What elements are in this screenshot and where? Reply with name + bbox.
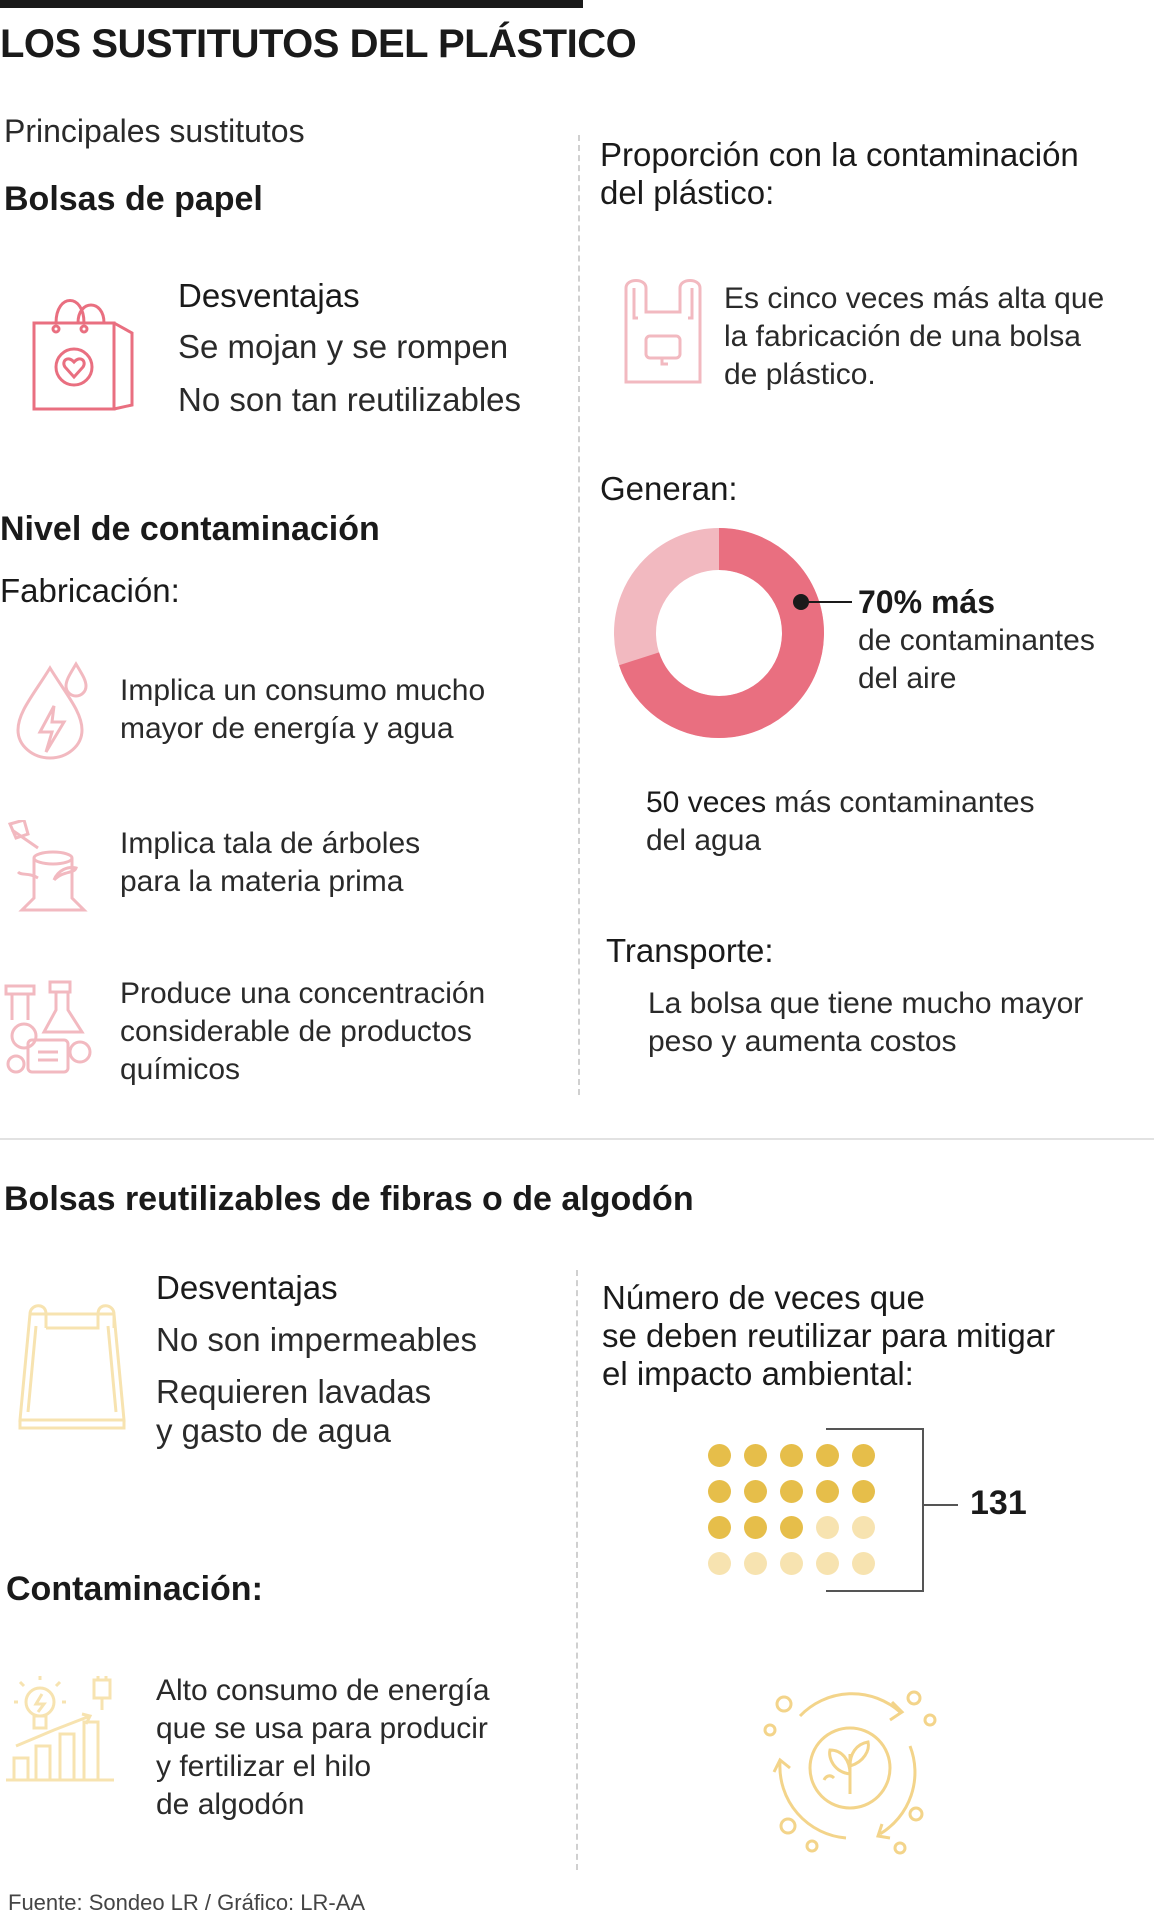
transport-text-line-1: La bolsa que tiene mucho mayor <box>648 987 1084 1020</box>
energy-factory-icon <box>4 1676 120 1786</box>
reusable-pollution-line-2: que se usa para producir <box>156 1712 488 1745</box>
tree-stump-axe-icon <box>8 820 98 915</box>
cotton-bag-icon <box>16 1300 128 1435</box>
proportion-text-line-1: Es cinco veces más alta que <box>724 282 1105 315</box>
donut-label-line-1: de contaminantes <box>858 624 1095 657</box>
impact-2-line-1: Implica tala de árboles <box>120 827 421 860</box>
water-pollution-line-1: 50 veces más contaminantes <box>646 784 1035 822</box>
reuse-dot-filled <box>780 1516 803 1539</box>
proportion-title-line-1: Proporción con la contaminación <box>600 136 1079 173</box>
reuse-dot-filled <box>780 1480 803 1503</box>
reuse-bracket <box>826 1428 924 1592</box>
reuse-value: 131 <box>970 1484 1027 1522</box>
reuse-dot-empty <box>816 1516 839 1539</box>
generate-title: Generan: <box>600 470 738 507</box>
chemicals-lab-icon <box>4 980 96 1075</box>
pollution-level-heading: Nivel de contaminación <box>0 510 380 548</box>
reuse-dot-empty <box>852 1516 875 1539</box>
reusable-pollution-line-1: Alto consumo de energía <box>156 1674 490 1707</box>
impact-3-line-2: considerable de productos <box>120 1015 472 1048</box>
air-pollution-donut <box>614 528 824 738</box>
reusable-pollution-title: Contaminación: <box>6 1570 263 1608</box>
impact-1-line-1: Implica un consumo mucho <box>120 674 486 707</box>
impact-3-line-3: químicos <box>120 1053 241 1086</box>
donut-label-line-2: del aire <box>858 662 957 695</box>
reusable-pollution-line-4: de algodón <box>156 1788 305 1821</box>
donut-annotation-dot <box>793 594 809 610</box>
reuse-bracket-line <box>924 1504 958 1506</box>
paper-heading: Bolsas de papel <box>4 180 263 218</box>
proportion-title-line-2: del plástico: <box>600 174 775 211</box>
reuse-dot-empty <box>744 1552 767 1575</box>
donut-annotation-line <box>808 601 852 603</box>
paper-bag-icon <box>28 285 138 415</box>
reusable-disadvantage-1: No son impermeables <box>156 1321 477 1358</box>
donut-main-arc <box>614 528 824 738</box>
reuse-dot-filled <box>852 1444 875 1467</box>
eco-cycle-icon <box>760 1676 940 1856</box>
reuse-dot-empty <box>780 1552 803 1575</box>
top-bar <box>0 0 583 8</box>
reuse-dot-filled <box>852 1480 875 1503</box>
reusable-pollution-line-3: y fertilizar el hilo <box>156 1750 372 1783</box>
reuse-title-line-1: Número de veces que <box>602 1279 925 1316</box>
impact-3-line-1: Produce una concentración <box>120 977 486 1010</box>
reuse-dot-empty <box>816 1552 839 1575</box>
subtitle: Principales sustitutos <box>4 113 305 149</box>
reuse-dot-filled <box>708 1480 731 1503</box>
source-note: Fuente: Sondeo LR / Gráfico: LR-AA <box>8 1890 366 1915</box>
manufacturing-heading: Fabricación: <box>0 572 180 609</box>
reuse-dot-grid <box>708 1444 888 1580</box>
impact-2-line-2: para la materia prima <box>120 865 404 898</box>
reuse-dot-filled <box>708 1444 731 1467</box>
reusable-disadvantage-3: y gasto de agua <box>156 1412 391 1449</box>
reuse-dot-filled <box>744 1480 767 1503</box>
section-divider <box>0 1138 1154 1140</box>
reuse-dot-filled <box>744 1444 767 1467</box>
plastic-bag-icon <box>620 278 706 390</box>
reusable-disadvantage-2: Requieren lavadas <box>156 1373 432 1410</box>
paper-disadvantage-1: Se mojan y se rompen <box>178 328 509 365</box>
reuse-dot-filled <box>708 1516 731 1539</box>
reuse-dot-filled <box>744 1516 767 1539</box>
reuse-title-line-3: el impacto ambiental: <box>602 1355 914 1392</box>
transport-title: Transporte: <box>606 932 774 969</box>
paper-disadvantages-title: Desventajas <box>178 277 360 314</box>
reuse-dot-filled <box>816 1444 839 1467</box>
column-divider-top <box>578 135 580 1095</box>
page-title: LOS SUSTITUTOS DEL PLÁSTICO <box>0 22 637 66</box>
donut-label-bold: 70% más <box>858 584 995 620</box>
transport-text-line-2: peso y aumenta costos <box>648 1025 957 1058</box>
reusable-heading: Bolsas reutilizables de fibras o de algo… <box>4 1180 694 1218</box>
reuse-dot-empty <box>708 1552 731 1575</box>
water-pollution-rest: más contaminantes <box>766 786 1035 819</box>
water-energy-icon <box>12 660 92 760</box>
proportion-text-line-2: la fabricación de una bolsa <box>724 320 1081 353</box>
reuse-title-line-2: se deben reutilizar para mitigar <box>602 1317 1056 1354</box>
reuse-dot-empty <box>852 1552 875 1575</box>
water-pollution-line-2: del agua <box>646 824 762 857</box>
proportion-text-line-3: de plástico. <box>724 358 876 391</box>
impact-1-line-2: mayor de energía y agua <box>120 712 454 745</box>
paper-disadvantage-2: No son tan reutilizables <box>178 381 522 418</box>
column-divider-bottom <box>576 1270 578 1870</box>
reuse-dot-filled <box>780 1444 803 1467</box>
water-pollution-bold: 50 veces <box>646 786 767 819</box>
reuse-dot-filled <box>816 1480 839 1503</box>
reusable-disadvantages-title: Desventajas <box>156 1269 338 1306</box>
